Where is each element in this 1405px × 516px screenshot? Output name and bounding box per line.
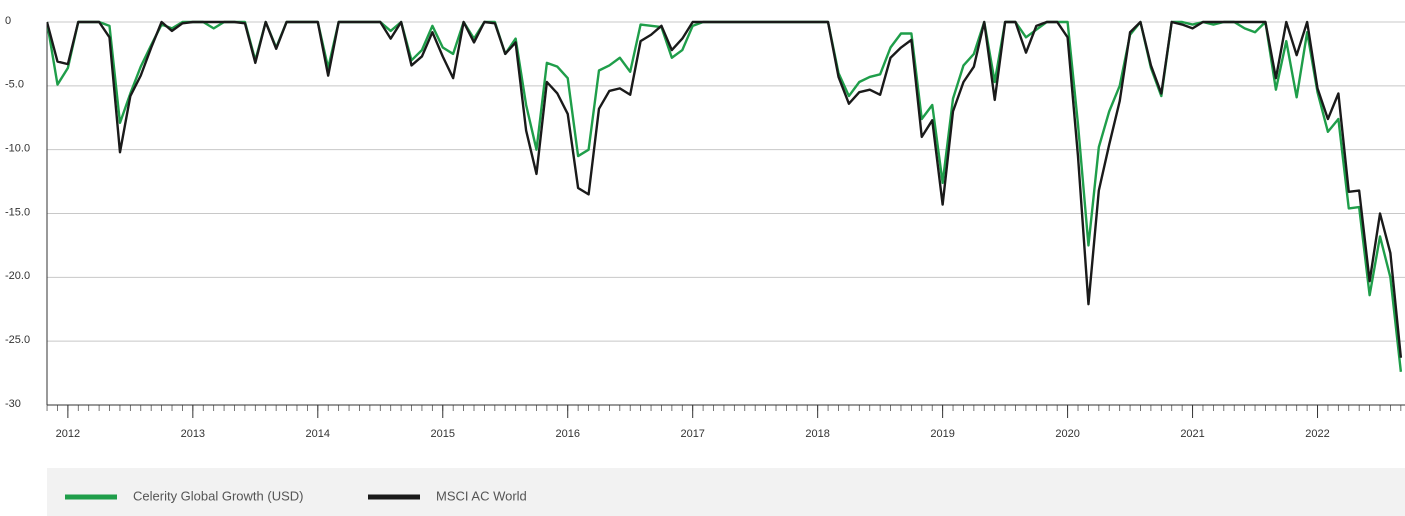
x-tick-label: 2014 <box>306 428 330 440</box>
y-tick-label: -25.0 <box>5 334 30 346</box>
legend-label: MSCI AC World <box>436 488 527 503</box>
x-tick-label: 2016 <box>555 428 579 440</box>
x-tick-label: 2017 <box>680 428 704 440</box>
x-tick-label: 2022 <box>1305 428 1329 440</box>
y-tick-label: -5.0 <box>5 79 24 91</box>
x-tick-label: 2019 <box>930 428 954 440</box>
x-tick-label: 2020 <box>1055 428 1079 440</box>
y-tick-label: -30 <box>5 398 21 410</box>
legend-background <box>47 468 1405 516</box>
y-tick-label: -10.0 <box>5 143 30 155</box>
y-tick-label: 0 <box>5 15 11 27</box>
legend-label: Celerity Global Growth (USD) <box>133 488 304 503</box>
y-tick-label: -20.0 <box>5 270 30 282</box>
x-tick-label: 2018 <box>805 428 829 440</box>
series-line <box>47 20 1403 358</box>
x-tick-label: 2013 <box>181 428 205 440</box>
x-tick-label: 2021 <box>1180 428 1204 440</box>
series-line <box>47 20 1403 372</box>
x-tick-label: 2012 <box>56 428 80 440</box>
x-tick-label: 2015 <box>431 428 455 440</box>
y-tick-label: -15.0 <box>5 206 30 218</box>
